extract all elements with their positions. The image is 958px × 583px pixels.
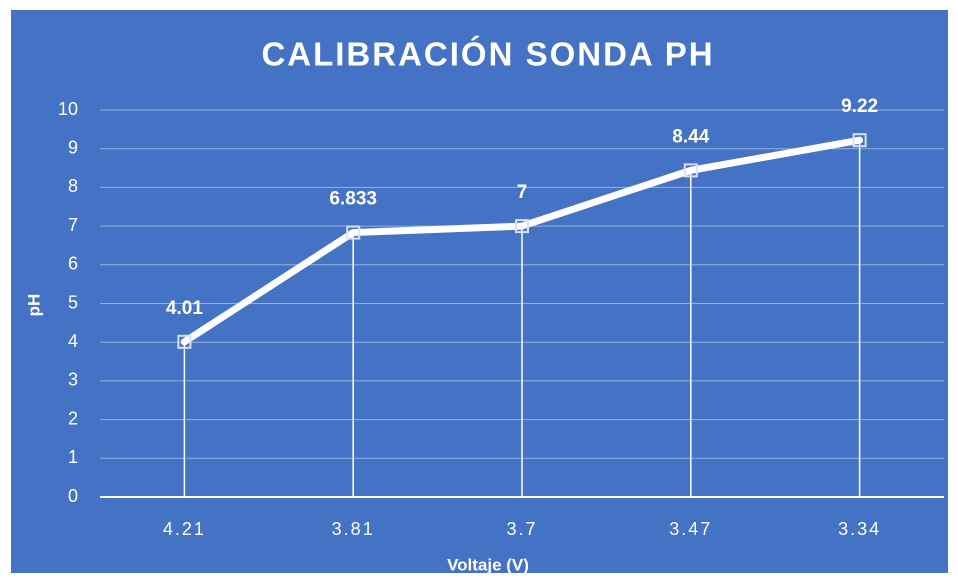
y-tick-label: 4 bbox=[68, 331, 78, 351]
chart-title: CALIBRACIÓN SONDA PH bbox=[261, 36, 714, 73]
series-line bbox=[180, 136, 864, 346]
x-tick-label: 4.21 bbox=[163, 519, 206, 539]
data-label: 9.22 bbox=[841, 96, 878, 117]
x-tick-label: 3.81 bbox=[332, 519, 375, 539]
data-label: 6.833 bbox=[329, 189, 377, 210]
y-tick-label: 10 bbox=[58, 99, 78, 119]
x-tick-label: 3.34 bbox=[838, 519, 881, 539]
data-label: 4.01 bbox=[166, 298, 203, 319]
x-tick-label: 3.47 bbox=[669, 519, 712, 539]
y-tick-label: 5 bbox=[68, 292, 78, 312]
y-tick-label: 1 bbox=[68, 447, 78, 467]
data-label: 7 bbox=[517, 182, 528, 203]
data-label: 8.44 bbox=[672, 126, 709, 147]
marker bbox=[177, 334, 192, 349]
y-tick-label: 9 bbox=[68, 137, 78, 157]
x-tick-label: 3.7 bbox=[506, 519, 537, 539]
y-tick-label: 2 bbox=[68, 408, 78, 428]
y-tick-label: 0 bbox=[68, 486, 78, 506]
y-axis-label: pH bbox=[24, 294, 43, 317]
chart-background bbox=[11, 10, 948, 573]
y-tick-label: 8 bbox=[68, 176, 78, 196]
marker bbox=[852, 133, 867, 148]
y-tick-label: 7 bbox=[68, 215, 78, 235]
x-axis-label: Voltaje (V) bbox=[447, 555, 529, 574]
y-tick-label: 6 bbox=[68, 254, 78, 274]
y-tick-label: 3 bbox=[68, 370, 78, 390]
marker bbox=[683, 163, 698, 178]
marker bbox=[515, 219, 529, 234]
marker bbox=[346, 225, 361, 240]
